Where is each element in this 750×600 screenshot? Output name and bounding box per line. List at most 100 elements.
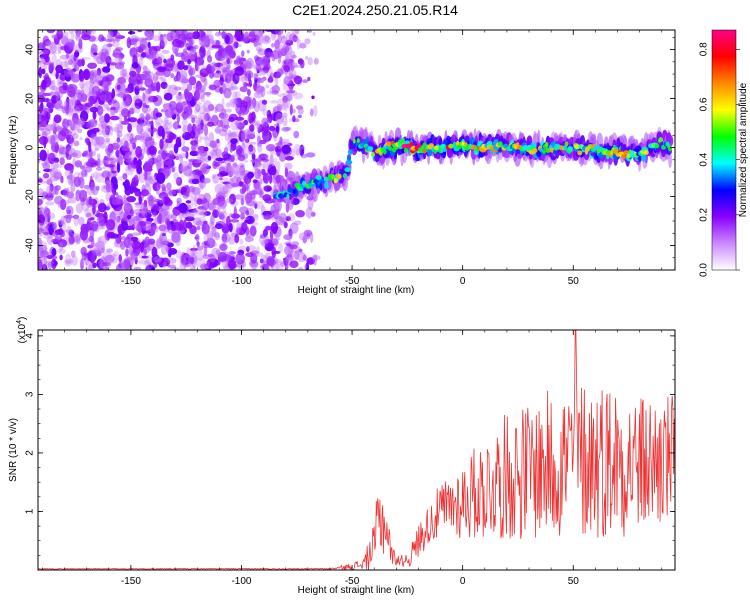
- heatmap-cell: [156, 182, 162, 190]
- heatmap-cell: [78, 38, 83, 49]
- heatmap-cell: [148, 145, 158, 155]
- heatmap-cell: [213, 62, 224, 68]
- heatmap-cell: [208, 202, 216, 211]
- heatmap-cell: [124, 237, 132, 249]
- heatmap-cell: [46, 30, 56, 34]
- heatmap-cell: [220, 74, 225, 78]
- heatmap-cell: [89, 217, 95, 221]
- heatmap-cell: [223, 147, 229, 154]
- heatmap-cell: [297, 251, 307, 263]
- heatmap-cell: [168, 100, 177, 111]
- heatmap-cell: [92, 262, 97, 268]
- heatmap-cell: [179, 153, 187, 159]
- heatmap-cell: [168, 150, 175, 162]
- heatmap-cell: [200, 163, 210, 175]
- heatmap-cell: [158, 195, 165, 204]
- heatmap-cell: [273, 135, 278, 142]
- heatmap-cell: [256, 122, 261, 132]
- heatmap-cell: [302, 235, 308, 244]
- heatmap-cell: [259, 69, 267, 76]
- heatmap-cell: [302, 79, 308, 83]
- heatmap-cell: [352, 138, 356, 144]
- bottom-y-axis-label: SNR (10 * v/v): [8, 418, 19, 482]
- heatmap-cell: [95, 136, 105, 145]
- heatmap-cell: [172, 121, 180, 130]
- heatmap-cell: [82, 150, 93, 158]
- heatmap-cell: [101, 123, 108, 129]
- heatmap-cell: [152, 49, 159, 60]
- heatmap-cell: [164, 160, 173, 166]
- heatmap-cell: [153, 204, 157, 213]
- heatmap-cell: [133, 267, 138, 270]
- heatmap-cell: [212, 174, 220, 184]
- heatmap-cell: [124, 236, 128, 247]
- heatmap-cell: [99, 115, 106, 124]
- heatmap-cell: [225, 35, 230, 44]
- heatmap-cell: [204, 135, 209, 147]
- heatmap-cell: [222, 183, 229, 195]
- heatmap-cell: [162, 119, 172, 125]
- heatmap-cell: [298, 248, 303, 253]
- heatmap-cell: [296, 148, 300, 156]
- heatmap-cell: [164, 116, 169, 124]
- heatmap-cell: [223, 239, 228, 245]
- heatmap-cell: [131, 224, 135, 231]
- heatmap-cell: [109, 157, 118, 163]
- heatmap-cell: [96, 215, 105, 227]
- heatmap-cell: [178, 91, 182, 96]
- heatmap-cell: [272, 49, 280, 60]
- heatmap-cell: [287, 187, 294, 193]
- heatmap-cell: [202, 254, 211, 260]
- heatmap-cell: [223, 185, 229, 198]
- heatmap-cell: [45, 124, 55, 132]
- heatmap-cell: [44, 40, 54, 46]
- heatmap-cell: [127, 110, 131, 120]
- heatmap-cell: [78, 216, 85, 226]
- heatmap-cell: [119, 236, 126, 240]
- heatmap-cell: [302, 180, 306, 186]
- heatmap-cell: [188, 185, 196, 193]
- heatmap-cell: [49, 42, 57, 54]
- heatmap-cell: [214, 126, 221, 134]
- heatmap-cell: [203, 92, 212, 96]
- heatmap-cell: [277, 48, 285, 55]
- heatmap-cell: [563, 145, 568, 151]
- heatmap-cell: [230, 80, 237, 90]
- heatmap-cell: [142, 238, 150, 244]
- heatmap-cell: [128, 244, 133, 253]
- heatmap-cell: [62, 187, 70, 197]
- heatmap-cell: [96, 105, 104, 116]
- heatmap-cell: [59, 157, 65, 166]
- heatmap-cell: [253, 73, 259, 80]
- heatmap-cell: [74, 172, 80, 176]
- heatmap-cell: [156, 58, 161, 64]
- heatmap-cell: [221, 124, 229, 133]
- heatmap-cell: [161, 49, 170, 55]
- heatmap-cell: [48, 51, 58, 55]
- heatmap-cell: [203, 192, 211, 203]
- heatmap-cell: [134, 134, 143, 141]
- heatmap-cell: [266, 243, 275, 247]
- heatmap-cell: [166, 182, 172, 191]
- heatmap-cell: [38, 51, 46, 56]
- heatmap-cell: [207, 104, 215, 112]
- heatmap-cell: [90, 136, 101, 147]
- heatmap-cell: [213, 231, 221, 241]
- heatmap-cell: [146, 30, 154, 39]
- heatmap-cell: [99, 199, 105, 204]
- heatmap-cell: [254, 30, 264, 38]
- heatmap-cell: [76, 104, 87, 112]
- heatmap-cell: [143, 248, 148, 256]
- heatmap-cell: [179, 254, 187, 266]
- heatmap-cell: [164, 84, 172, 90]
- heatmap-cell: [224, 131, 230, 142]
- heatmap-cell: [166, 242, 174, 248]
- heatmap-cell: [98, 51, 105, 56]
- heatmap-cell: [283, 76, 292, 86]
- heatmap-cell: [83, 68, 91, 81]
- heatmap-cell: [206, 121, 215, 127]
- heatmap-cell: [50, 123, 56, 127]
- heatmap-cell: [102, 180, 111, 184]
- heatmap-cell: [668, 151, 672, 168]
- heatmap-cell: [287, 245, 293, 253]
